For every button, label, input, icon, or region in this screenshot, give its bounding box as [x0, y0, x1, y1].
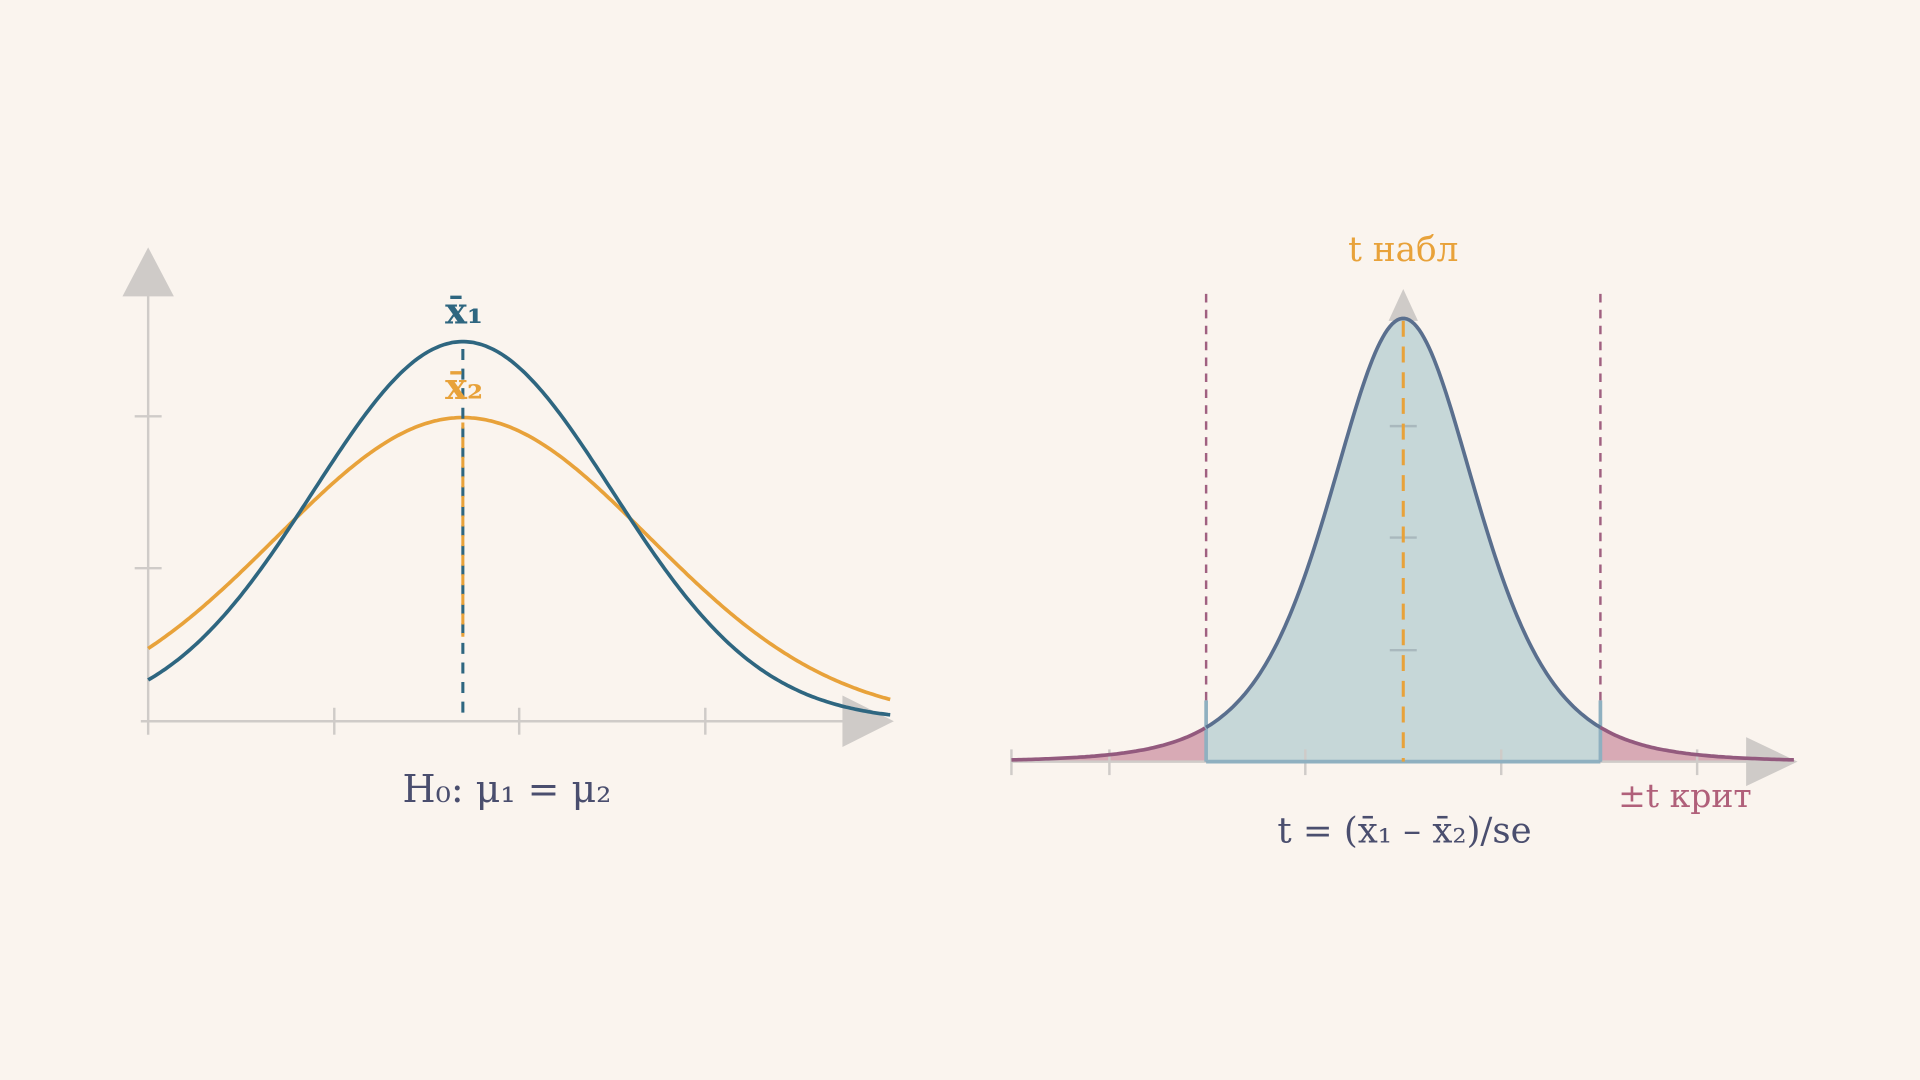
mean-2-label: x̄₂: [445, 365, 483, 408]
left-axes: [134, 281, 858, 735]
critical-label: ±t крит: [1618, 776, 1752, 815]
mean-1-label: x̄₁: [445, 289, 483, 332]
t-tail-left: [1011, 726, 1206, 762]
observed-label: t набл: [1348, 230, 1458, 270]
hypothesis: H₀: μ₁ = μ₂: [403, 767, 612, 811]
rejection-region-left: [1011, 728, 1207, 762]
y-arrow: [1388, 288, 1418, 321]
x-arrow: [1746, 737, 1798, 787]
rejection-region-right: [1600, 727, 1796, 762]
y-arrow: [122, 247, 174, 297]
distribution-2: [147, 415, 891, 702]
t-distribution: [1205, 316, 1602, 730]
formula: t = (x̄₁ – x̄₂)/se: [1277, 810, 1531, 851]
t-tail-right: [1599, 725, 1794, 762]
distribution-1: [147, 339, 891, 717]
